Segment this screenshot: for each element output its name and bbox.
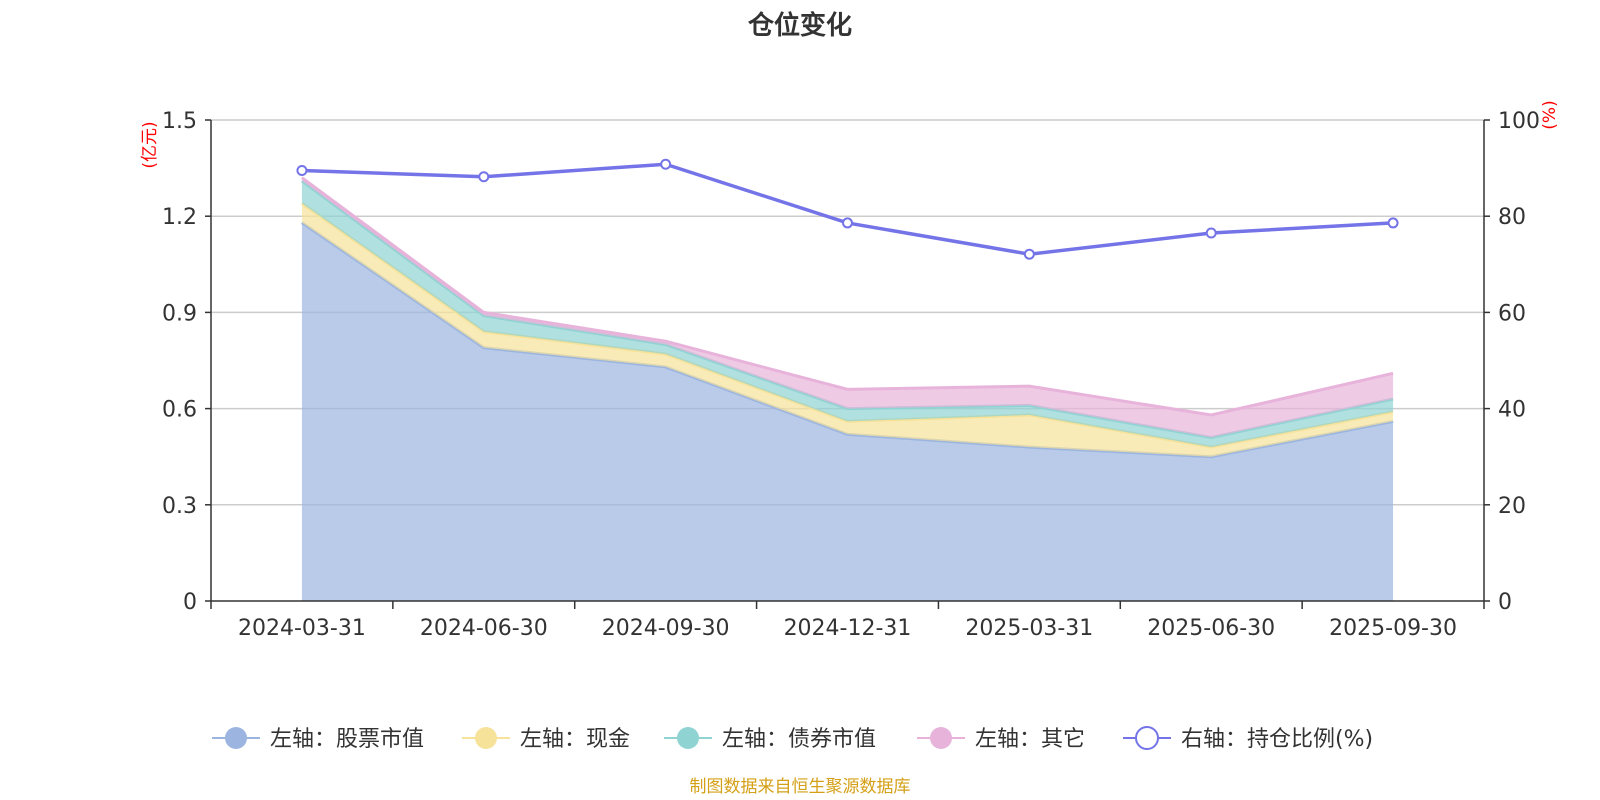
left-axis-tick-label: 1.5 [162, 109, 197, 134]
legend-label: 左轴：股票市值 [270, 727, 424, 752]
legend-label: 左轴：其它 [975, 727, 1085, 752]
left-axis-tick-label: 1.2 [162, 205, 197, 230]
x-axis-tick-label: 2024-12-31 [784, 616, 912, 641]
legend-label: 左轴：现金 [520, 727, 630, 752]
legend-item[interactable]: 左轴：债券市值 [664, 727, 876, 752]
legend-dot-icon [225, 727, 247, 749]
x-axis-tick-label: 2024-06-30 [420, 616, 548, 641]
legend-label: 左轴：债券市值 [722, 727, 876, 752]
x-axis-tick-label: 2025-09-30 [1329, 616, 1457, 641]
left-axis-tick-label: 0.9 [162, 301, 197, 326]
left-axis-unit: (亿元) [140, 121, 160, 168]
ratio-point [1023, 248, 1035, 260]
legend-item[interactable]: 右轴：持仓比例(%) [1123, 726, 1373, 752]
right-axis-tick-label: 0 [1498, 590, 1512, 615]
ratio-point [842, 217, 853, 229]
axes: 0 0.3 0.6 0.9 1.2 1.5 0 20 40 60 80 100 2024-03-31 20… [162, 109, 1540, 641]
left-axis-tick-label: 0.3 [162, 494, 197, 519]
right-axis-tick-label: 40 [1498, 398, 1526, 423]
x-axis-tick-label: 2025-06-30 [1147, 616, 1275, 641]
chart-title: 仓位变化 [747, 10, 852, 41]
legend-item[interactable]: 左轴：其它 [917, 727, 1085, 752]
right-axis-tick-label: 100 [1498, 109, 1540, 134]
left-axis-tick-label: 0 [183, 590, 197, 615]
ratio-point [478, 171, 490, 183]
ratio-line [301, 162, 1394, 256]
legend-dot-icon [677, 727, 699, 749]
area-edge-左轴：其它 [301, 176, 1394, 417]
ratio-point [1205, 227, 1217, 239]
ratio-point [660, 158, 672, 170]
right-axis-tick-label: 80 [1498, 205, 1526, 230]
x-axis-tick-label: 2025-03-31 [965, 616, 1093, 641]
legend-dot-icon [930, 727, 952, 749]
data-source-note: 制图数据来自恒生聚源数据库 [690, 777, 911, 797]
legend-item[interactable]: 左轴：现金 [462, 727, 630, 752]
right-axis-tick-label: 60 [1498, 301, 1526, 326]
right-axis-unit: (%) [1540, 100, 1560, 129]
area-左轴：其它 [301, 177, 1394, 438]
x-axis-tick-label: 2024-03-31 [238, 616, 366, 641]
legend: 左轴：股票市值 左轴：现金 左轴：债券市值 左轴：其它 右轴：持仓比例(%) [212, 726, 1373, 752]
legend-item[interactable]: 左轴：股票市值 [212, 727, 424, 752]
legend-dot-icon [475, 727, 497, 749]
x-axis-tick-label: 2024-09-30 [602, 616, 730, 641]
left-axis-tick-label: 0.6 [162, 398, 197, 423]
stacked-areas [301, 176, 1394, 601]
right-axis-tick-label: 20 [1498, 494, 1526, 519]
legend-ring-icon [1135, 726, 1159, 750]
ratio-point [296, 165, 308, 177]
ratio-line-series [296, 158, 1399, 260]
ratio-point [1387, 217, 1399, 229]
legend-label: 右轴：持仓比例(%) [1181, 727, 1373, 752]
area-左轴：股票市值 [301, 222, 1394, 601]
